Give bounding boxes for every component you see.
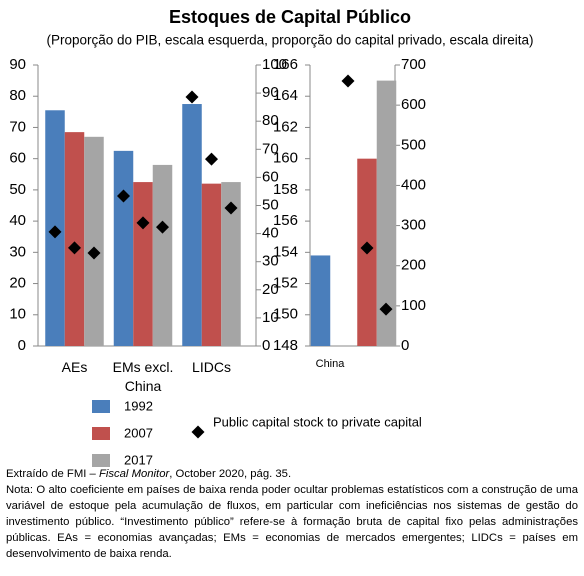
y2-tick-label: 100 bbox=[401, 297, 426, 314]
y2-tick-label: 200 bbox=[401, 257, 426, 274]
bar bbox=[133, 182, 153, 346]
y-tick-label: 164 bbox=[273, 87, 298, 104]
y2-tick-label: 80 bbox=[262, 112, 279, 129]
y2-tick-label: 10 bbox=[262, 309, 279, 326]
y2-tick-label: 100 bbox=[262, 56, 287, 73]
y2-tick-label: 60 bbox=[262, 168, 279, 185]
legend-label: 2007 bbox=[124, 425, 153, 440]
y-tick-label: 154 bbox=[273, 243, 298, 260]
bar bbox=[310, 255, 331, 346]
y-tick-label: 90 bbox=[9, 56, 26, 73]
y-tick-label: 50 bbox=[9, 181, 26, 198]
y-tick-label: 70 bbox=[9, 118, 26, 135]
diamond-marker bbox=[379, 302, 393, 316]
legend-label: 2017 bbox=[124, 452, 153, 467]
diamond-marker bbox=[48, 225, 62, 239]
y-tick-label: 160 bbox=[273, 150, 298, 167]
bar bbox=[221, 182, 241, 346]
y-tick-label: 30 bbox=[9, 243, 26, 260]
chart: Estoques de Capital Público (Proporção d… bbox=[9, 7, 533, 468]
y-tick-label: 60 bbox=[9, 150, 26, 167]
legend-swatch bbox=[92, 454, 110, 467]
y-tick-label: 80 bbox=[9, 87, 26, 104]
chart-title: Estoques de Capital Público bbox=[169, 7, 411, 27]
bar bbox=[64, 132, 85, 346]
x-category-label: LIDCs bbox=[192, 359, 231, 375]
legend-swatch bbox=[92, 427, 110, 440]
source-prefix: Extraído de FMI – bbox=[6, 468, 99, 480]
y2-tick-label: 70 bbox=[262, 140, 279, 157]
diamond-marker bbox=[224, 201, 238, 215]
diamond-marker bbox=[68, 241, 81, 255]
diamond-marker bbox=[360, 241, 374, 255]
y2-tick-label: 700 bbox=[401, 56, 426, 73]
legend-swatch bbox=[92, 400, 110, 413]
bar bbox=[84, 136, 104, 346]
diamond-marker bbox=[341, 74, 355, 88]
y-tick-label: 148 bbox=[273, 337, 298, 354]
y2-tick-label: 90 bbox=[262, 84, 279, 101]
x-category-label: EMs excl. China bbox=[112, 359, 174, 394]
source: Extraído de FMI – Fiscal Monitor, Octobe… bbox=[6, 466, 578, 482]
y2-tick-label: 30 bbox=[262, 253, 279, 270]
x-category-label: AEs bbox=[61, 359, 88, 375]
y-tick-label: 40 bbox=[9, 212, 26, 229]
diamond-marker bbox=[117, 189, 130, 203]
y-tick-label: 0 bbox=[18, 337, 26, 354]
y2-tick-label: 400 bbox=[401, 176, 426, 193]
y2-tick-label: 0 bbox=[401, 337, 409, 354]
diamond-marker bbox=[156, 220, 169, 234]
note: Nota: O alto coeficiente em países de ba… bbox=[6, 484, 578, 560]
y2-tick-label: 600 bbox=[401, 96, 426, 113]
y-tick-label: 162 bbox=[273, 118, 298, 135]
y-tick-label: 166 bbox=[273, 56, 298, 73]
diamond-marker bbox=[87, 246, 101, 260]
diamond-marker bbox=[205, 152, 218, 166]
bar bbox=[182, 104, 202, 347]
y-tick-label: 20 bbox=[9, 275, 26, 292]
legend-label: 1992 bbox=[124, 398, 153, 413]
y-tick-label: 158 bbox=[273, 181, 298, 198]
y2-tick-label: 50 bbox=[262, 196, 279, 213]
diamond-marker bbox=[136, 216, 150, 230]
bar bbox=[201, 183, 222, 346]
bar bbox=[152, 164, 173, 346]
y2-tick-label: 20 bbox=[262, 281, 279, 298]
y2-tick-label: 0 bbox=[262, 337, 270, 354]
y2-tick-label: 300 bbox=[401, 217, 426, 234]
y-tick-label: 150 bbox=[273, 306, 298, 323]
y-tick-label: 156 bbox=[273, 212, 298, 229]
y-tick-label: 10 bbox=[9, 306, 26, 323]
y-tick-label: 152 bbox=[273, 275, 298, 292]
y2-tick-label: 500 bbox=[401, 136, 426, 153]
diamond-marker bbox=[185, 90, 199, 104]
source-suffix: , October 2020, pág. 35. bbox=[169, 468, 292, 480]
bar bbox=[113, 150, 134, 346]
x-category-label: China bbox=[315, 358, 345, 370]
legend-marker bbox=[191, 425, 205, 439]
bar bbox=[376, 80, 397, 346]
legend-label: Public capital stock to private capital bbox=[213, 414, 422, 429]
y2-tick-label: 40 bbox=[262, 225, 279, 242]
footnote: Extraído de FMI – Fiscal Monitor, Octobe… bbox=[6, 466, 578, 562]
source-title: Fiscal Monitor bbox=[98, 468, 170, 480]
chart-subtitle: (Proporção do PIB, escala esquerda, prop… bbox=[46, 33, 533, 48]
